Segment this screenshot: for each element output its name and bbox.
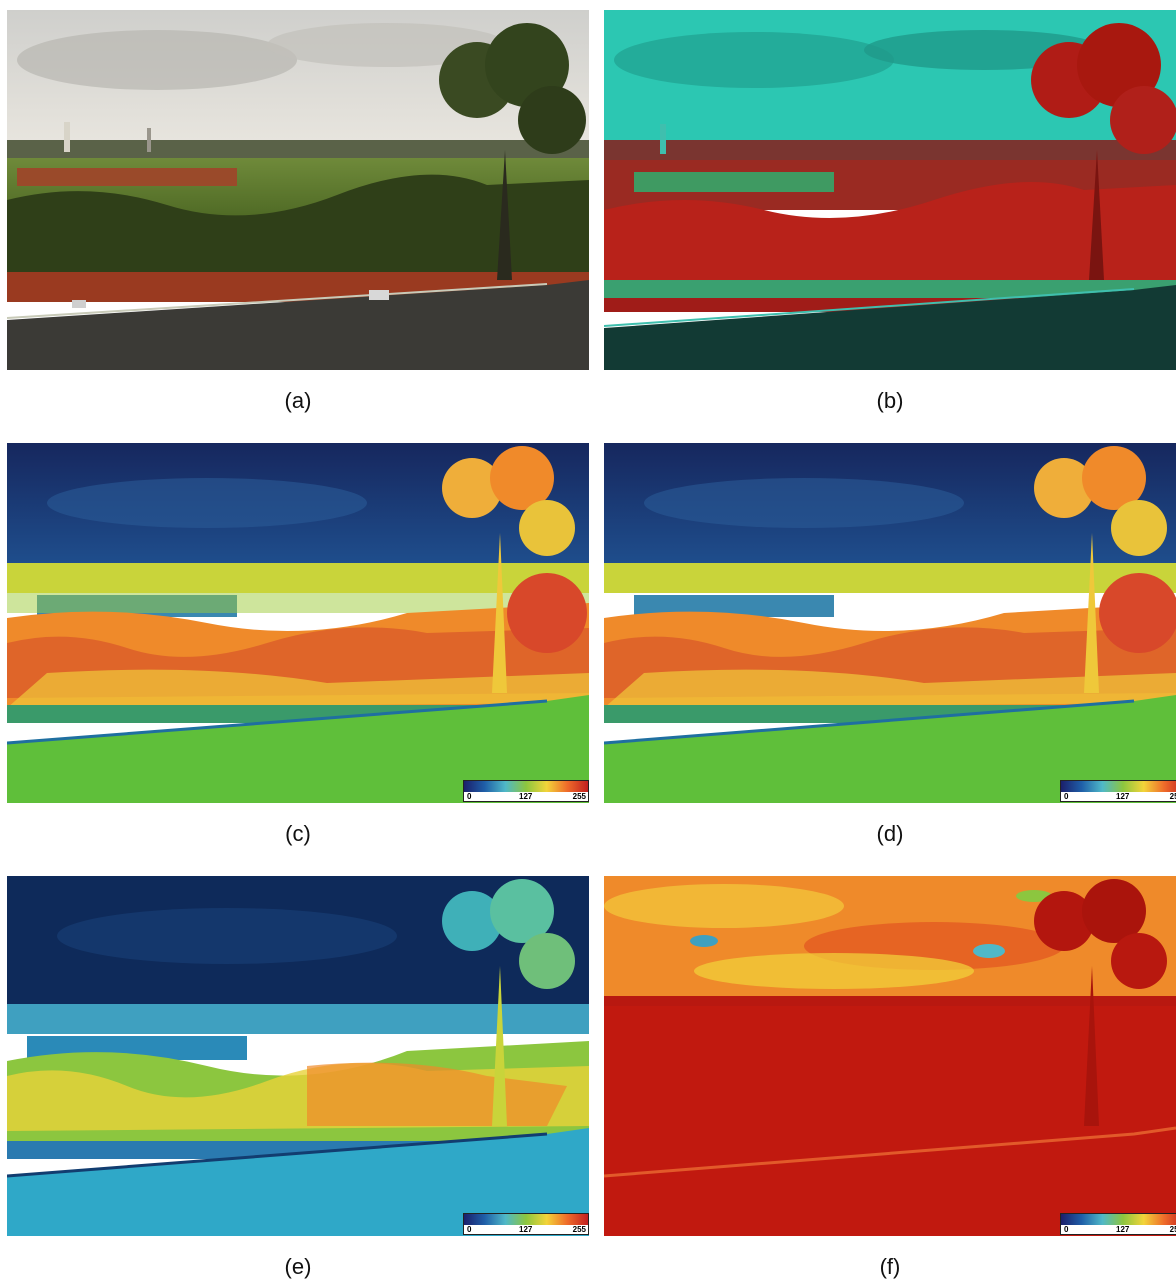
landscape-false-color-photo <box>604 10 1176 370</box>
colorbar-min-label: 0 <box>467 1225 472 1234</box>
landscape-rgb-photo <box>7 10 589 370</box>
panel-b-caption: (b) <box>876 388 904 413</box>
colorbar-mid-label: 127 <box>519 792 533 801</box>
colorbar-min-label: 0 <box>1064 1225 1069 1234</box>
panel-f-image: 0 127 255 <box>604 876 1176 1236</box>
vegetation-index-map <box>7 876 589 1236</box>
panel-e-image: 0 127 255 <box>7 876 589 1236</box>
panel-a-image <box>7 10 589 370</box>
panel-c-caption: (c) <box>285 821 311 846</box>
panel-f-caption: (f) <box>879 1254 901 1279</box>
colorbar-gradient <box>464 781 588 792</box>
colorbar: 0 127 255 <box>463 1213 589 1235</box>
panel-a-caption: (a) <box>284 388 312 413</box>
colorbar-min-label: 0 <box>467 792 472 801</box>
colorbar-max-label: 255 <box>1169 792 1176 801</box>
colorbar-gradient <box>1061 781 1176 792</box>
panel-e-caption: (e) <box>284 1254 312 1279</box>
vegetation-index-map <box>604 443 1176 803</box>
vegetation-index-map <box>604 876 1176 1236</box>
colorbar-min-label: 0 <box>1064 792 1069 801</box>
colorbar-mid-label: 127 <box>519 1225 533 1234</box>
panel-b-image <box>604 10 1176 370</box>
colorbar: 0 127 255 <box>1060 780 1176 802</box>
colorbar-mid-label: 127 <box>1116 792 1130 801</box>
colorbar-max-label: 255 <box>572 1225 586 1234</box>
colorbar-mid-label: 127 <box>1116 1225 1130 1234</box>
colorbar: 0 127 255 <box>1060 1213 1176 1235</box>
panel-d-caption: (d) <box>876 821 904 846</box>
colorbar: 0 127 255 <box>463 780 589 802</box>
colorbar-max-label: 255 <box>572 792 586 801</box>
panel-d-image: 0 127 255 <box>604 443 1176 803</box>
colorbar-gradient <box>464 1214 588 1225</box>
colorbar-gradient <box>1061 1214 1176 1225</box>
panel-c-image: 0 127 255 <box>7 443 589 803</box>
colorbar-max-label: 255 <box>1169 1225 1176 1234</box>
vegetation-index-map <box>7 443 589 803</box>
